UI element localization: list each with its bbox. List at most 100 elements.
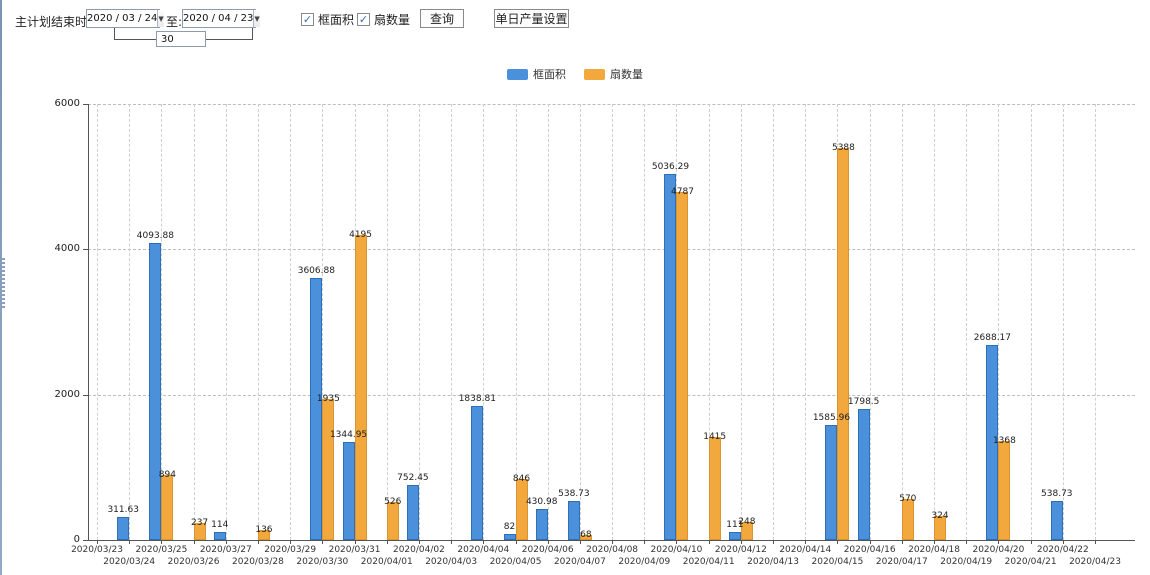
x-gridline xyxy=(483,104,485,540)
bar-fan-count xyxy=(161,475,174,540)
x-gridline xyxy=(418,104,420,540)
x-axis-label: 2020/04/15 xyxy=(811,557,864,567)
y-axis-label: 0 xyxy=(73,534,80,545)
bar-frame-area xyxy=(986,344,999,540)
x-axis-tick xyxy=(451,540,453,544)
x-axis-tick xyxy=(966,540,968,544)
x-axis-line xyxy=(88,540,1135,541)
legend-item-frame-area[interactable]: 框面积 xyxy=(507,66,566,82)
x-axis-label: 2020/04/20 xyxy=(972,545,1025,555)
bar-frame-area xyxy=(406,485,419,540)
chevron-down-icon: ▼ xyxy=(254,14,260,23)
daily-output-settings-button[interactable]: 单日产量设置 xyxy=(494,9,569,28)
end-date-dropdown-button[interactable]: ▼ xyxy=(253,10,260,27)
y-axis-line xyxy=(88,104,89,540)
x-axis-tick xyxy=(612,540,614,544)
start-date-value[interactable]: 2020 / 03 / 24 xyxy=(87,13,158,24)
bar-frame-area xyxy=(857,409,870,540)
bar-fan-count xyxy=(322,399,335,540)
bar-value-label: 1838.81 xyxy=(458,394,496,405)
x-axis-label: 2020/04/23 xyxy=(1069,557,1121,567)
x-gridline xyxy=(966,104,968,540)
x-axis-tick xyxy=(290,540,292,544)
x-axis-tick xyxy=(998,540,1000,544)
bar-frame-area xyxy=(567,500,580,540)
bar-frame-area xyxy=(342,442,355,540)
end-date-value[interactable]: 2020 / 04 / 23 xyxy=(183,13,254,24)
y-axis-tick xyxy=(83,249,88,251)
checkbox-check-icon[interactable]: ✓ xyxy=(301,13,314,26)
bar-value-label: 752.45 xyxy=(397,473,429,484)
x-axis-label: 2020/03/24 xyxy=(103,557,156,567)
bar-frame-area xyxy=(213,531,226,540)
bar-value-label: 68 xyxy=(580,530,592,541)
bar-fan-count xyxy=(901,498,914,540)
x-axis-label: 2020/03/30 xyxy=(296,557,349,567)
bar-fan-count xyxy=(193,522,206,540)
bar-value-label: 430.98 xyxy=(525,496,558,507)
x-axis-tick xyxy=(161,540,163,544)
fan-count-checkbox[interactable]: ✓ 扇数量 xyxy=(357,11,410,28)
start-date-picker[interactable]: 2020 / 03 / 24 ▼ xyxy=(86,9,164,28)
y-axis-tick xyxy=(83,104,88,105)
x-axis-tick xyxy=(579,540,581,544)
x-axis-tick xyxy=(708,540,710,544)
x-axis-tick xyxy=(934,540,936,544)
x-gridline xyxy=(161,104,163,540)
x-axis-tick xyxy=(837,540,839,544)
x-gridline xyxy=(193,104,195,540)
x-axis-label: 2020/03/25 xyxy=(135,545,188,555)
x-axis-label: 2020/04/10 xyxy=(650,545,703,555)
frame-area-checkbox[interactable]: ✓ 框面积 xyxy=(301,11,354,28)
bar-fan-count xyxy=(740,521,753,540)
bar-value-label: 1585.96 xyxy=(812,412,851,423)
bar-fan-count xyxy=(676,192,689,540)
x-gridline xyxy=(515,104,517,540)
x-axis-label: 2020/04/07 xyxy=(553,557,606,567)
bracket-line-right xyxy=(252,28,253,40)
x-axis-label: 2020/04/11 xyxy=(682,557,735,567)
bar-frame-area xyxy=(117,517,130,540)
date-range-label: 主计划结束时间: xyxy=(15,15,104,29)
x-axis-label: 2020/04/12 xyxy=(714,545,767,555)
splitter-grip[interactable] xyxy=(1,258,5,310)
bar-fan-count xyxy=(934,516,947,540)
bar-frame-area xyxy=(728,531,741,540)
bar-fan-count xyxy=(708,437,721,540)
legend-swatch-orange xyxy=(584,68,605,80)
x-axis-label: 2020/04/03 xyxy=(425,557,478,567)
x-axis-label: 2020/04/14 xyxy=(779,545,832,555)
x-axis-tick xyxy=(773,540,775,544)
y-axis-label: 4000 xyxy=(54,243,80,255)
y-axis-tick xyxy=(83,394,88,396)
y-gridline xyxy=(88,394,1135,396)
x-axis-label: 2020/03/29 xyxy=(264,545,317,555)
checkbox-check-icon[interactable]: ✓ xyxy=(357,13,370,26)
bar-value-label: 538.73 xyxy=(1041,488,1073,499)
legend-item-fan-count[interactable]: 扇数量 xyxy=(584,66,643,82)
bar-value-label: 237 xyxy=(190,517,209,528)
x-gridline xyxy=(773,104,775,540)
y-axis-tick xyxy=(83,540,88,541)
x-axis-label: 2020/03/28 xyxy=(232,557,284,567)
x-axis-tick xyxy=(354,540,356,544)
bar-value-label: 894 xyxy=(158,470,176,481)
day-count-input[interactable]: 30 xyxy=(156,31,206,47)
x-axis-label: 2020/04/01 xyxy=(360,557,413,567)
y-gridline xyxy=(88,249,1135,251)
start-date-dropdown-button[interactable]: ▼ xyxy=(157,10,164,27)
x-gridline xyxy=(1062,104,1064,540)
x-axis-tick xyxy=(805,540,807,544)
query-button[interactable]: 查询 xyxy=(420,9,464,28)
legend-label: 框面积 xyxy=(533,68,566,81)
end-date-picker[interactable]: 2020 / 04 / 23 ▼ xyxy=(182,9,260,28)
x-axis-tick xyxy=(676,540,678,544)
x-axis-tick xyxy=(129,540,131,544)
x-axis-label: 2020/04/16 xyxy=(843,545,896,555)
bar-value-label: 248 xyxy=(738,516,756,527)
bar-value-label: 570 xyxy=(899,493,917,504)
y-axis-label: 6000 xyxy=(54,98,80,109)
x-gridline xyxy=(1030,104,1032,540)
x-axis-label: 2020/04/18 xyxy=(908,545,960,555)
bar-value-label: 4195 xyxy=(349,230,372,241)
